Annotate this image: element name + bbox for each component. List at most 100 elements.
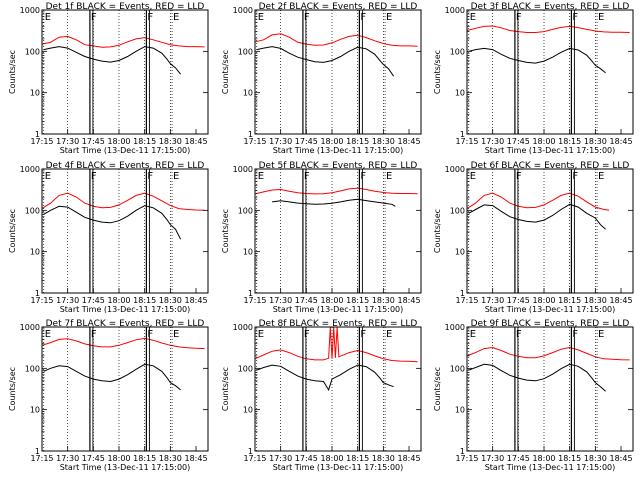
- y-tick-label: 1: [35, 130, 40, 139]
- x-tick-label: 18:15: [133, 137, 156, 146]
- x-tick-label: 17:45: [295, 296, 318, 305]
- x-tick-label: 18:15: [346, 137, 369, 146]
- y-tick-label: 1: [35, 289, 40, 298]
- events-series-line: [43, 205, 182, 240]
- x-tick-label: 18:45: [609, 296, 632, 305]
- state-marker-label: F: [91, 171, 97, 182]
- state-marker-label: F: [572, 329, 578, 340]
- y-tick-label: 100: [238, 364, 253, 373]
- state-marker-label: E: [470, 171, 476, 182]
- y-tick-label: 1000: [20, 323, 40, 332]
- x-tick-label: 17:15: [243, 137, 266, 146]
- lld-series-line: [254, 187, 418, 195]
- events-series-line: [43, 363, 181, 391]
- x-tick-label: 18:15: [558, 137, 581, 146]
- x-axis-label: Start Time (13-Dec-11 17:15:00): [273, 305, 404, 314]
- y-tick-label: 1000: [233, 6, 253, 15]
- x-axis-label: Start Time (13-Dec-11 17:15:00): [60, 305, 191, 314]
- x-tick-label: 18:30: [159, 454, 182, 463]
- y-axis-label: Counts/sec: [433, 367, 442, 411]
- state-marker-label: E: [258, 171, 264, 182]
- lld-series-line: [41, 337, 205, 350]
- state-marker-label: F: [516, 329, 522, 340]
- state-marker-label: E: [598, 12, 604, 23]
- x-tick-label: 18:00: [532, 454, 555, 463]
- panel-title: Det 3f BLACK = Events, RED = LLD: [471, 2, 630, 12]
- x-tick-label: 18:00: [320, 137, 343, 146]
- x-tick-label: 18:00: [532, 137, 555, 146]
- x-axis-label: Start Time (13-Dec-11 17:15:00): [60, 146, 191, 155]
- y-tick-label: 100: [450, 364, 465, 373]
- panel-title: Det 8f BLACK = Events, RED = LLD: [259, 319, 418, 329]
- state-marker-label: F: [304, 12, 310, 23]
- x-axis-label: Start Time (13-Dec-11 17:15:00): [273, 146, 404, 155]
- x-tick-label: 17:30: [56, 296, 79, 305]
- y-tick-label: 10: [243, 248, 253, 257]
- y-tick-label: 1000: [445, 165, 465, 174]
- lld-series-line: [466, 192, 610, 211]
- state-marker-label: E: [45, 329, 51, 340]
- x-axis-label: Start Time (13-Dec-11 17:15:00): [485, 146, 616, 155]
- y-tick-label: 1: [248, 130, 253, 139]
- x-tick-label: 17:30: [481, 454, 504, 463]
- x-tick-label: 18:45: [184, 454, 207, 463]
- y-tick-label: 1000: [445, 323, 465, 332]
- x-tick-label: 18:45: [609, 137, 632, 146]
- x-tick-label: 17:30: [56, 137, 79, 146]
- events-series-line: [256, 46, 395, 77]
- state-marker-label: E: [173, 329, 179, 340]
- x-tick-label: 18:45: [397, 454, 420, 463]
- lld-series-line: [254, 326, 418, 363]
- y-tick-label: 10: [455, 248, 465, 257]
- plot-frame: [254, 326, 422, 452]
- y-tick-label: 1: [35, 447, 40, 456]
- x-tick-label: 17:30: [481, 296, 504, 305]
- panel-title: Det 7f BLACK = Events, RED = LLD: [46, 319, 205, 329]
- x-axis-label: Start Time (13-Dec-11 17:15:00): [60, 463, 191, 472]
- x-tick-label: 18:30: [372, 137, 395, 146]
- x-tick-label: 17:45: [507, 137, 530, 146]
- x-tick-label: 18:00: [107, 137, 130, 146]
- events-series-line: [468, 363, 606, 392]
- x-tick-label: 18:45: [397, 137, 420, 146]
- x-tick-label: 18:45: [184, 137, 207, 146]
- y-tick-label: 10: [243, 406, 253, 415]
- x-tick-label: 17:45: [82, 454, 105, 463]
- state-marker-label: E: [386, 12, 392, 23]
- y-axis-label: Counts/sec: [221, 209, 230, 253]
- x-tick-label: 17:15: [243, 454, 266, 463]
- y-tick-label: 1000: [20, 165, 40, 174]
- y-axis-label: Counts/sec: [433, 209, 442, 253]
- x-tick-label: 17:30: [269, 296, 292, 305]
- y-tick-label: 10: [30, 89, 40, 98]
- y-tick-label: 100: [238, 47, 253, 56]
- plot-frame: [41, 9, 209, 135]
- y-tick-label: 10: [30, 406, 40, 415]
- x-tick-label: 17:30: [269, 454, 292, 463]
- plot-frame: [41, 168, 209, 294]
- panel-title: Det 1f BLACK = Events, RED = LLD: [46, 2, 205, 12]
- x-tick-label: 17:45: [507, 296, 530, 305]
- state-marker-label: F: [91, 12, 97, 23]
- y-tick-label: 100: [25, 364, 40, 373]
- state-marker-label: F: [304, 329, 310, 340]
- x-tick-label: 18:00: [107, 454, 130, 463]
- x-tick-label: 18:15: [346, 454, 369, 463]
- y-tick-label: 1000: [445, 6, 465, 15]
- y-axis-label: Counts/sec: [433, 50, 442, 94]
- state-marker-label: F: [572, 171, 578, 182]
- state-marker-label: E: [45, 171, 51, 182]
- x-axis-label: Start Time (13-Dec-11 17:15:00): [485, 305, 616, 314]
- y-tick-label: 100: [450, 47, 465, 56]
- state-marker-label: F: [304, 171, 310, 182]
- y-axis-label: Counts/sec: [8, 209, 17, 253]
- state-marker-label: E: [258, 12, 264, 23]
- x-tick-label: 17:15: [455, 137, 478, 146]
- x-tick-label: 18:45: [397, 296, 420, 305]
- state-marker-label: F: [516, 12, 522, 23]
- x-tick-label: 17:45: [295, 137, 318, 146]
